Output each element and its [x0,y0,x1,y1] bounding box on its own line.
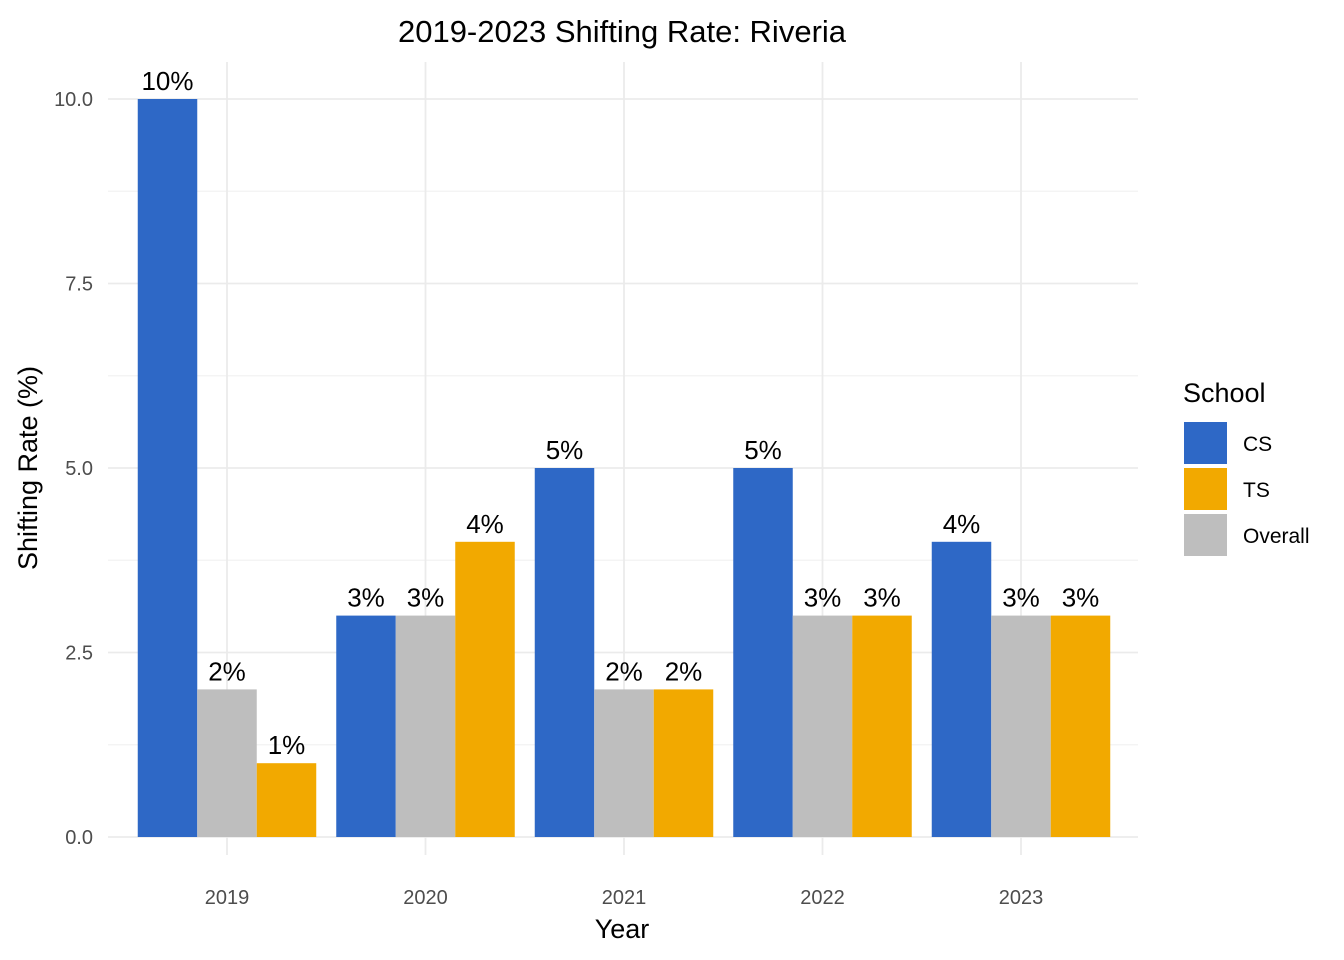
data-label: 3% [347,583,385,613]
y-axis-title: Shifting Rate (%) [13,366,43,570]
data-label: 2% [605,656,643,686]
bar-ts [653,689,714,837]
data-label: 3% [407,583,445,613]
data-label: 3% [804,583,842,613]
data-labels: 10% 2% 1% 3% 3% 4% 5% 2% 2% 5% 3% 3% 4% 3% 3% [141,66,1099,760]
legend-label-overall: Overall [1243,525,1310,548]
y-axis: 0.0 2.5 5.0 7.5 10.0 [54,89,93,849]
data-label: 4% [943,509,981,539]
legend: School CS TS Overall [1183,378,1310,556]
data-label: 3% [1062,583,1100,613]
data-label: 3% [1002,583,1040,613]
bars [137,99,1111,837]
legend-swatch-overall [1184,514,1227,556]
y-tick-label: 7.5 [65,274,93,296]
bar-cs [534,468,595,837]
bar-cs [336,615,396,837]
x-axis: 2019 2020 2021 2022 2023 [205,887,1044,909]
legend-title: School [1183,378,1266,408]
bar-cs [733,468,793,837]
bar-ts [1050,615,1111,837]
bar-overall [594,689,654,837]
x-tick-label: 2019 [205,887,250,909]
data-label: 5% [546,435,584,465]
bar-ts [455,541,515,837]
x-tick-label: 2021 [602,887,647,909]
data-label: 3% [863,583,901,613]
bar-overall [395,615,456,837]
x-tick-label: 2020 [403,887,448,909]
data-label: 1% [268,730,306,760]
bar-ts [256,763,317,837]
data-label: 10% [141,66,193,96]
y-tick-label: 0.0 [65,827,93,849]
bar-overall [792,615,853,837]
data-label: 5% [744,435,782,465]
legend-swatch-ts [1184,468,1227,510]
legend-swatch-cs [1184,422,1227,464]
legend-label-ts: TS [1243,479,1270,502]
chart-title: 2019-2023 Shifting Rate: Riveria [398,14,847,49]
y-tick-label: 10.0 [54,89,93,111]
bar-overall [197,689,257,837]
bar-cs [931,541,992,837]
data-label: 4% [466,509,504,539]
y-tick-label: 2.5 [65,643,93,665]
y-tick-label: 5.0 [65,458,93,480]
data-label: 2% [208,656,246,686]
x-axis-title: Year [595,914,650,944]
bar-ts [852,615,912,837]
x-tick-label: 2022 [800,887,845,909]
bar-overall [991,615,1051,837]
legend-label-cs: CS [1243,433,1272,456]
bar-cs [137,99,198,837]
data-label: 2% [665,656,703,686]
x-tick-label: 2023 [999,887,1044,909]
